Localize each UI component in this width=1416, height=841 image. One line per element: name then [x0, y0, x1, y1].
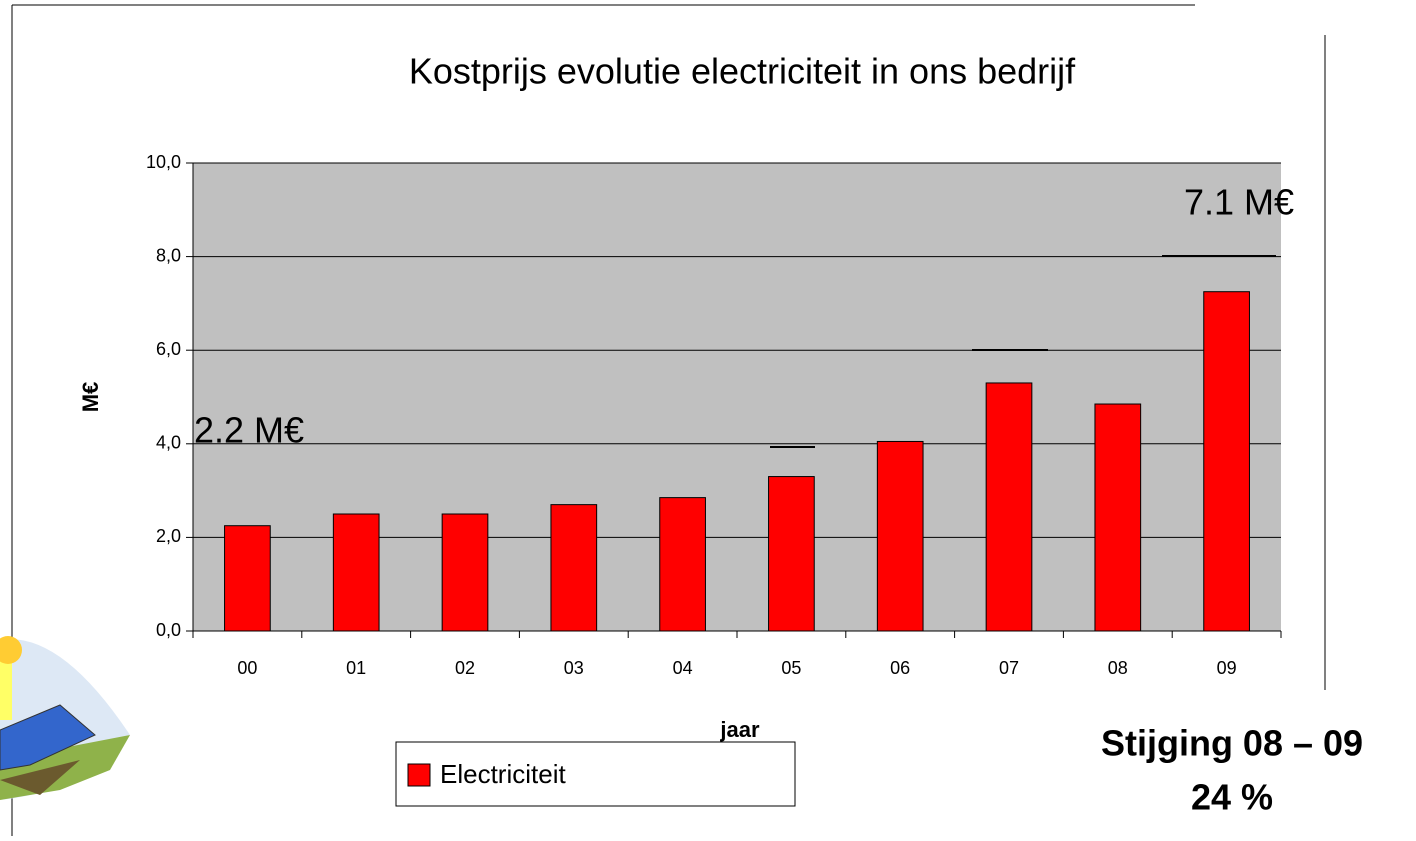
x-tick-label: 04	[673, 658, 693, 678]
y-tick-label: 8,0	[156, 245, 181, 265]
y-tick-label: 6,0	[156, 339, 181, 359]
chart: Kostprijs evolutie electriciteit in ons …	[0, 0, 1416, 836]
bar	[877, 441, 923, 631]
x-tick-label: 06	[890, 658, 910, 678]
solar-clipart	[0, 636, 130, 800]
x-tick-label: 07	[999, 658, 1019, 678]
x-tick-label: 01	[346, 658, 366, 678]
bar	[1095, 404, 1141, 631]
x-axis-title: jaar	[719, 717, 760, 742]
legend-label: Electriciteit	[440, 759, 566, 789]
bar	[442, 514, 488, 631]
x-tick-label: 05	[781, 658, 801, 678]
x-tick-label: 00	[237, 658, 257, 678]
x-tick-label: 03	[564, 658, 584, 678]
x-tick-label: 08	[1108, 658, 1128, 678]
bar	[333, 514, 379, 631]
y-tick-label: 10,0	[146, 152, 181, 172]
note: 24 %	[1191, 777, 1273, 818]
annotation: 7.1 M€	[1184, 182, 1294, 223]
x-tick-label: 09	[1217, 658, 1237, 678]
bar	[660, 498, 706, 631]
bar	[1204, 292, 1250, 631]
note: Stijging 08 – 09	[1101, 723, 1363, 764]
annotation: 2.2 M€	[194, 410, 304, 451]
y-tick-label: 2,0	[156, 526, 181, 546]
legend-swatch	[408, 764, 430, 786]
y-tick-label: 4,0	[156, 433, 181, 453]
x-tick-label: 02	[455, 658, 475, 678]
chart-title: Kostprijs evolutie electriciteit in ons …	[409, 51, 1076, 92]
bar	[986, 383, 1032, 631]
y-axis-title: M€	[78, 382, 103, 413]
bar	[225, 526, 271, 631]
y-tick-label: 0,0	[156, 620, 181, 640]
bar	[551, 505, 597, 631]
bar	[769, 477, 815, 631]
